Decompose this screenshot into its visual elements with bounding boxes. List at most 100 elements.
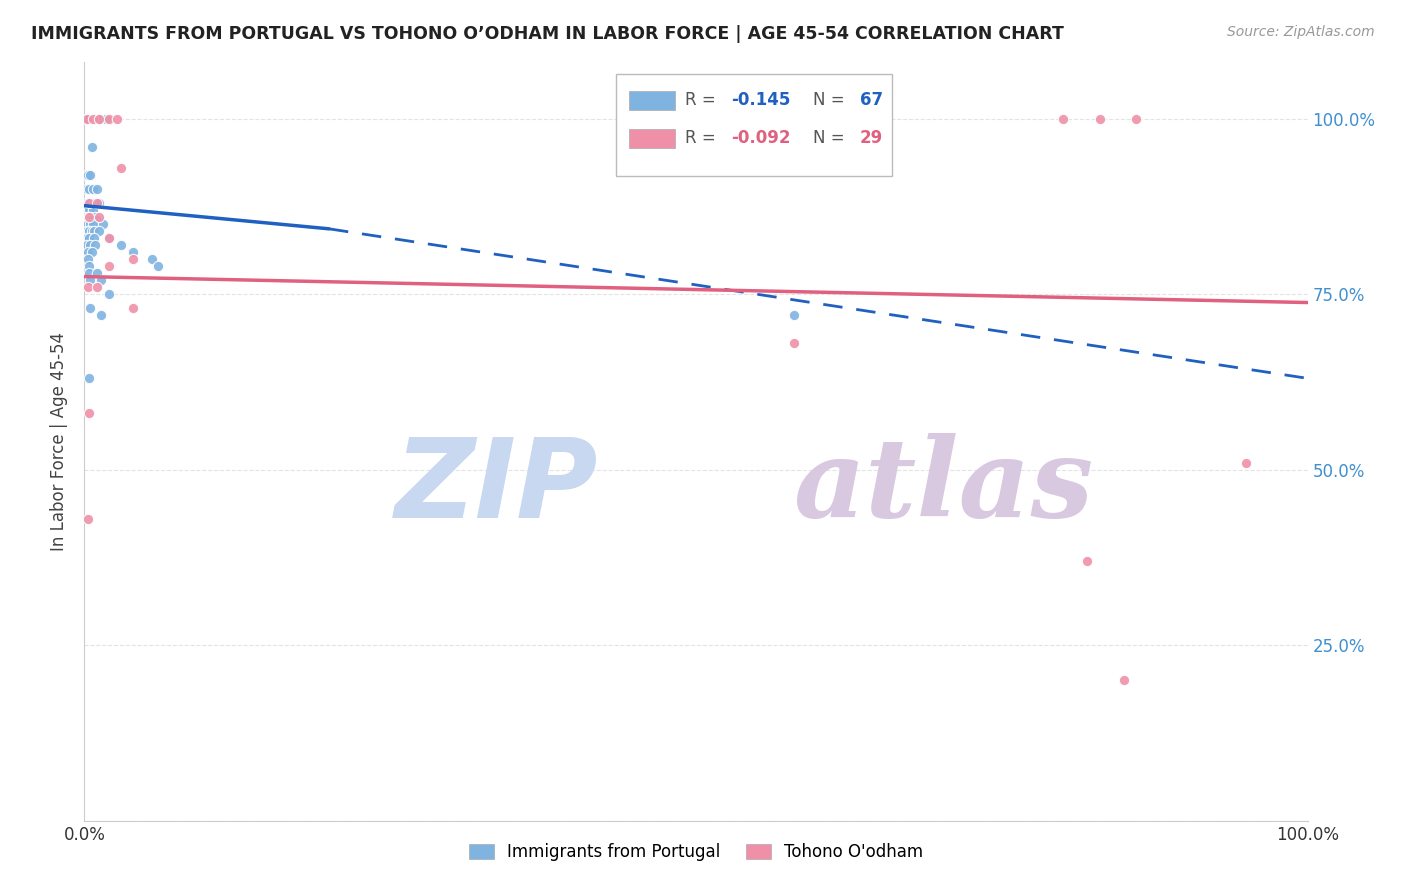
- Point: [783, 308, 806, 322]
- Point: [77, 195, 100, 210]
- Point: [86, 182, 108, 196]
- Text: R =: R =: [685, 129, 721, 147]
- Text: R =: R =: [685, 91, 721, 110]
- Point: [146, 259, 169, 273]
- FancyBboxPatch shape: [628, 128, 675, 148]
- Point: [105, 112, 128, 126]
- Point: [79, 301, 101, 315]
- Point: [87, 210, 110, 224]
- Text: -0.145: -0.145: [731, 91, 790, 110]
- Point: [97, 231, 120, 245]
- Point: [76, 231, 98, 245]
- Point: [76, 213, 98, 227]
- Point: [77, 371, 100, 385]
- Point: [77, 252, 100, 266]
- Point: [77, 266, 100, 280]
- Point: [87, 112, 110, 126]
- Point: [76, 182, 98, 196]
- Point: [122, 244, 145, 259]
- Point: [77, 244, 100, 259]
- Point: [86, 266, 108, 280]
- Point: [79, 238, 101, 252]
- Point: [77, 407, 100, 421]
- Text: N =: N =: [814, 91, 851, 110]
- Point: [76, 112, 98, 126]
- Point: [77, 182, 100, 196]
- Point: [97, 259, 120, 273]
- Point: [75, 168, 97, 182]
- Point: [79, 168, 101, 182]
- Point: [77, 512, 100, 526]
- Point: [97, 112, 120, 126]
- Point: [83, 231, 105, 245]
- Point: [76, 112, 98, 126]
- Point: [97, 287, 120, 301]
- Point: [82, 182, 104, 196]
- Point: [82, 217, 104, 231]
- Point: [83, 195, 105, 210]
- Point: [80, 224, 103, 238]
- Point: [87, 195, 110, 210]
- Text: Source: ZipAtlas.com: Source: ZipAtlas.com: [1227, 25, 1375, 39]
- Point: [110, 238, 132, 252]
- Point: [77, 231, 100, 245]
- Point: [76, 238, 98, 252]
- Point: [79, 210, 101, 224]
- Text: 29: 29: [860, 129, 883, 147]
- Point: [79, 195, 101, 210]
- Point: [783, 336, 806, 351]
- Point: [77, 280, 100, 294]
- Point: [122, 301, 145, 315]
- Point: [96, 112, 118, 126]
- Point: [110, 161, 132, 175]
- Point: [77, 213, 100, 227]
- Point: [77, 210, 100, 224]
- Point: [1088, 112, 1111, 126]
- Point: [1236, 456, 1258, 470]
- Point: [80, 244, 103, 259]
- FancyBboxPatch shape: [616, 74, 891, 177]
- Point: [1052, 112, 1074, 126]
- Point: [80, 213, 103, 227]
- Point: [77, 202, 100, 217]
- Point: [75, 217, 97, 231]
- Point: [84, 210, 107, 224]
- Point: [82, 112, 104, 126]
- Point: [77, 259, 100, 273]
- Point: [76, 224, 98, 238]
- Point: [80, 139, 103, 153]
- Point: [77, 210, 100, 224]
- Point: [77, 168, 100, 182]
- Text: atlas: atlas: [794, 434, 1094, 541]
- Point: [79, 273, 101, 287]
- Point: [84, 238, 107, 252]
- Point: [75, 210, 97, 224]
- Point: [1076, 554, 1098, 568]
- Point: [77, 112, 100, 126]
- Point: [87, 112, 110, 126]
- Text: N =: N =: [814, 129, 851, 147]
- Legend: Immigrants from Portugal, Tohono O'odham: Immigrants from Portugal, Tohono O'odham: [461, 835, 931, 869]
- Point: [77, 217, 100, 231]
- Point: [79, 217, 101, 231]
- Point: [82, 202, 104, 217]
- Point: [90, 273, 112, 287]
- Point: [1114, 673, 1136, 688]
- Point: [1125, 112, 1147, 126]
- Point: [91, 217, 114, 231]
- Point: [77, 195, 100, 210]
- Point: [141, 252, 163, 266]
- Point: [86, 195, 108, 210]
- Point: [86, 213, 108, 227]
- Point: [90, 308, 112, 322]
- Point: [86, 280, 108, 294]
- Point: [76, 202, 98, 217]
- FancyBboxPatch shape: [628, 91, 675, 110]
- Text: IMMIGRANTS FROM PORTUGAL VS TOHONO O’ODHAM IN LABOR FORCE | AGE 45-54 CORRELATIO: IMMIGRANTS FROM PORTUGAL VS TOHONO O’ODH…: [31, 25, 1064, 43]
- Y-axis label: In Labor Force | Age 45-54: In Labor Force | Age 45-54: [51, 332, 69, 551]
- Point: [77, 224, 100, 238]
- Point: [87, 224, 110, 238]
- Text: -0.092: -0.092: [731, 129, 792, 147]
- Point: [83, 224, 105, 238]
- Point: [97, 231, 120, 245]
